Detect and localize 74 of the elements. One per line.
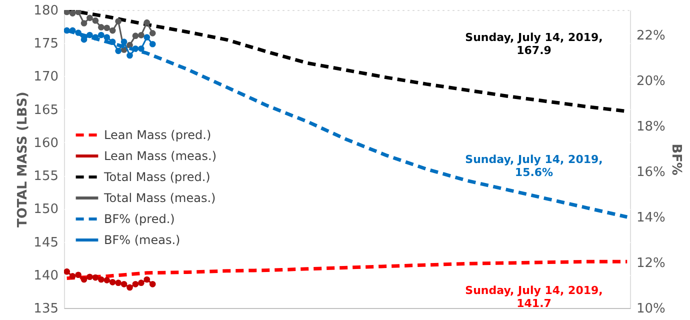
point — [109, 38, 116, 46]
point — [98, 276, 104, 283]
point — [115, 18, 122, 24]
point — [149, 281, 156, 288]
point — [138, 32, 144, 38]
point — [104, 34, 110, 40]
legend-label: BF% (meas.) — [104, 233, 180, 247]
point — [92, 17, 99, 24]
point — [126, 52, 133, 59]
point — [104, 24, 110, 32]
point — [109, 27, 116, 34]
point — [149, 30, 156, 36]
point — [64, 27, 70, 34]
point — [109, 279, 116, 286]
point — [64, 10, 70, 16]
point — [69, 10, 76, 16]
y-tick-label: 170 — [34, 70, 58, 85]
y2-tick-label: 14% — [636, 210, 666, 226]
point — [92, 274, 99, 281]
legend-label: Total Mass (pred.) — [103, 170, 210, 184]
point — [75, 272, 82, 278]
point — [126, 284, 133, 291]
y-tick-label: 150 — [34, 202, 58, 218]
point — [69, 273, 76, 280]
y2-tick-label: 22% — [636, 28, 666, 44]
y-tick-label: 165 — [34, 102, 58, 118]
point — [115, 48, 122, 54]
y2-tick-label: 18% — [636, 120, 666, 135]
point — [144, 19, 150, 26]
y2-tick-label: 16% — [636, 165, 666, 180]
point — [132, 32, 139, 39]
point — [144, 276, 150, 283]
point — [144, 34, 150, 40]
point — [92, 34, 99, 40]
point — [149, 40, 156, 48]
point — [80, 20, 88, 26]
point — [75, 10, 82, 16]
y-tick-label: 135 — [34, 302, 58, 316]
point — [98, 32, 104, 38]
point — [104, 277, 110, 284]
y-tick-label: 160 — [34, 136, 58, 151]
y2-tick-label: 10% — [636, 302, 666, 316]
legend-label: BF% (pred.) — [104, 212, 175, 226]
annotation: Sunday, July 14, 2019, 141.7 — [465, 284, 603, 310]
point — [138, 46, 144, 52]
y-tick-label: 145 — [34, 235, 58, 250]
point — [86, 32, 93, 38]
y-tick-label: 140 — [34, 268, 58, 284]
annotation: Sunday, July 14, 2019, 15.6% — [465, 153, 603, 179]
y-axis-title: TOTAL MASS (LBS) — [16, 92, 31, 228]
point — [64, 268, 70, 275]
point — [75, 30, 82, 36]
legend-label: Lean Mass (pred.) — [104, 128, 212, 142]
point — [120, 38, 128, 46]
y-tick-label: 175 — [34, 36, 58, 52]
point — [69, 27, 76, 34]
point — [98, 24, 104, 30]
y-tick-label: 180 — [34, 4, 58, 18]
point — [80, 276, 88, 283]
point — [115, 280, 122, 286]
point — [132, 46, 139, 52]
point — [86, 274, 93, 280]
point — [138, 280, 144, 286]
point — [132, 281, 139, 288]
point — [86, 14, 93, 22]
y2-axis-title: BF% — [668, 144, 684, 176]
annotation: Sunday, July 14, 2019, 167.9 — [465, 31, 603, 57]
legend-label: Lean Mass (meas.) — [104, 149, 217, 163]
legend-label: Total Mass (meas.) — [103, 191, 216, 205]
y-tick-label: 155 — [34, 169, 58, 184]
y2-tick-label: 20% — [636, 74, 666, 90]
y2-tick-label: 12% — [636, 256, 666, 272]
point — [120, 281, 128, 288]
point — [80, 36, 88, 43]
